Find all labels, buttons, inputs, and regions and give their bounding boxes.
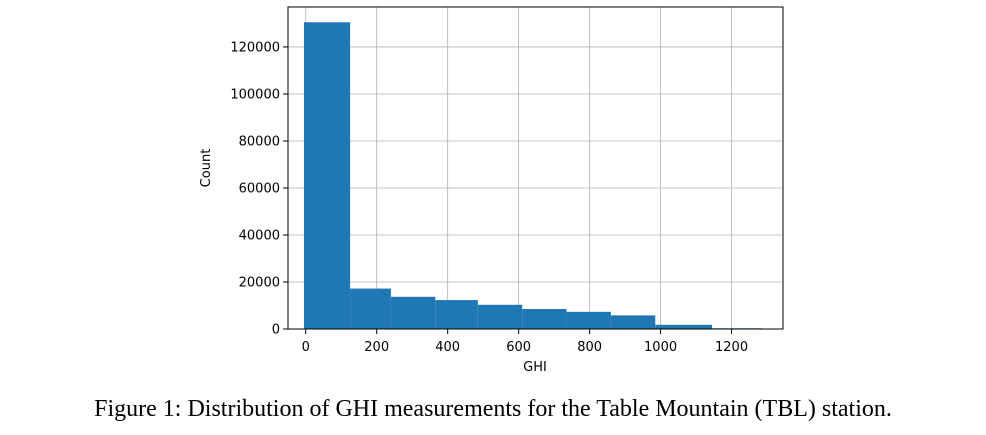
y-tick-label: 20000 <box>239 275 280 290</box>
x-tick-label: 1200 <box>715 340 748 355</box>
y-tick-label: 100000 <box>230 87 280 102</box>
figure-caption: Figure 1: Distribution of GHI measuremen… <box>0 396 986 423</box>
histogram-bar <box>304 22 350 329</box>
x-axis-label: GHI <box>523 360 547 375</box>
y-tick-label: 80000 <box>239 134 280 149</box>
x-tick-label: 600 <box>506 340 531 355</box>
histogram-bar <box>435 300 478 329</box>
histogram-bar <box>350 289 391 329</box>
histogram-bar <box>567 312 611 329</box>
grid-lines <box>288 7 783 329</box>
y-tick-label: 60000 <box>239 181 280 196</box>
x-tick-label: 400 <box>435 340 460 355</box>
histogram-bars <box>304 22 762 329</box>
y-tick-label: 120000 <box>230 40 280 55</box>
histogram-bar <box>478 305 522 329</box>
histogram-bar <box>611 315 655 329</box>
histogram-bar <box>655 325 712 329</box>
x-tick-label: 0 <box>302 340 310 355</box>
histogram-chart: 0 200 400 600 800 1000 1200 0 20000 40000 60000 800… <box>0 0 986 390</box>
x-tick-label: 800 <box>577 340 602 355</box>
x-tick-label: 200 <box>364 340 389 355</box>
histogram-bar <box>391 297 435 329</box>
y-axis-label: Count <box>199 149 214 188</box>
x-tick-label: 1000 <box>644 340 677 355</box>
y-tick-label: 40000 <box>239 228 280 243</box>
y-tick-label: 0 <box>272 323 280 338</box>
histogram-bar <box>522 309 566 329</box>
plot-area-frame <box>288 7 783 329</box>
